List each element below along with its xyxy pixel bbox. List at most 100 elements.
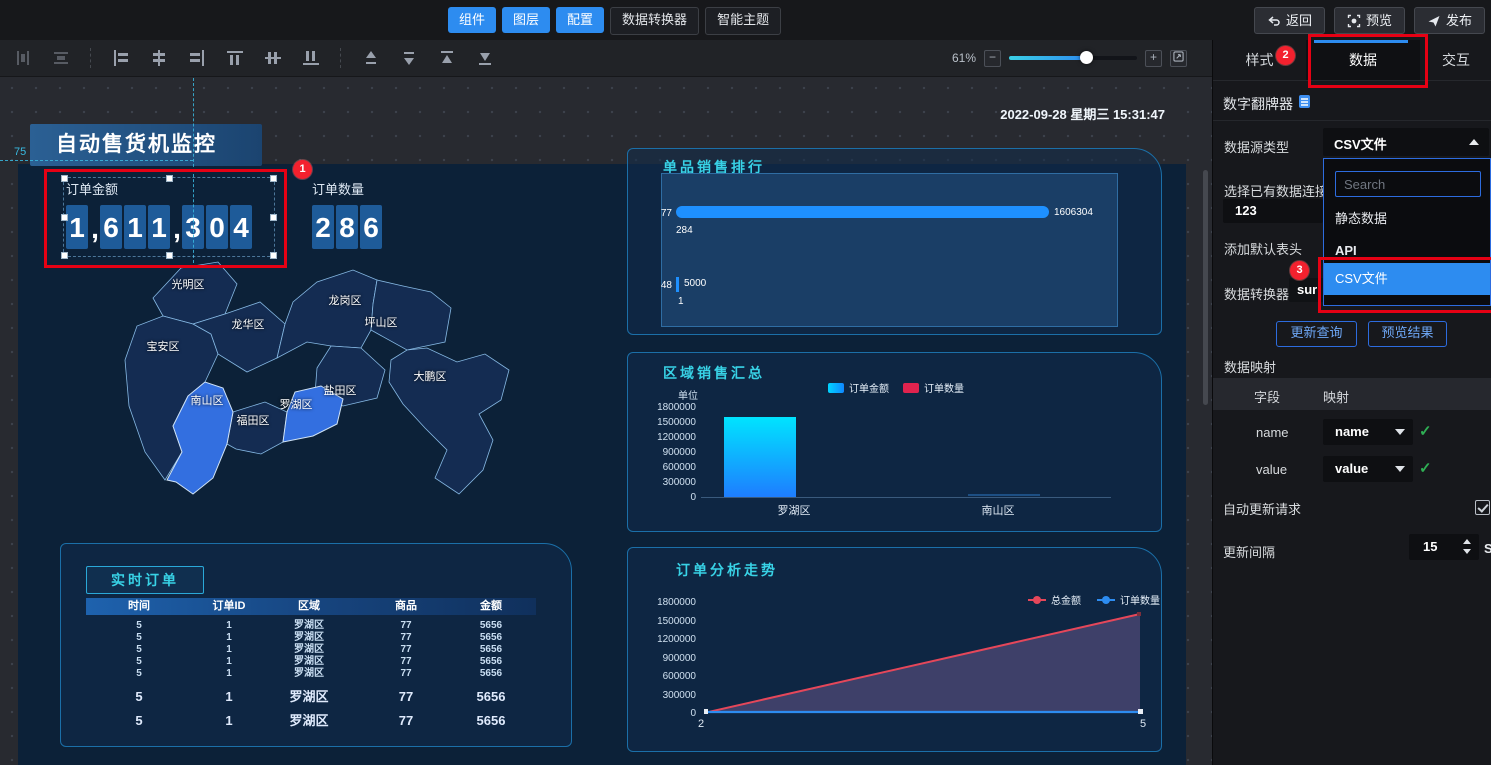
- chart3-xtick-end: 5: [1139, 718, 1147, 730]
- canvas-scrollbar[interactable]: [1203, 170, 1208, 405]
- mapping-field-value: value: [1256, 462, 1288, 477]
- distribute-vertical-icon[interactable]: [52, 49, 70, 67]
- preview-result-button[interactable]: 预览结果: [1368, 321, 1447, 347]
- selection-handle[interactable]: [270, 252, 277, 259]
- cell: 77: [400, 668, 412, 679]
- chart-panel-order-trend[interactable]: 订单分析走势 总金额 订单数量 1800000 1500000 1200000 …: [627, 547, 1162, 752]
- stepper-up-icon[interactable]: [1463, 539, 1471, 544]
- selection-handle[interactable]: [61, 252, 68, 259]
- selection-handle[interactable]: [166, 175, 173, 182]
- back-button[interactable]: 返回: [1253, 7, 1325, 34]
- col-header-order-id: 订单ID: [212, 600, 246, 612]
- district-pingshan[interactable]: [370, 279, 452, 351]
- cell: 罗湖区: [289, 689, 329, 704]
- ytick: 1800000: [657, 597, 696, 608]
- legend-item[interactable]: 总金额: [1028, 592, 1081, 607]
- chart3-xtick-start: 2: [697, 718, 705, 730]
- nav-layers-button[interactable]: 图层: [502, 7, 551, 33]
- update-query-button[interactable]: 更新查询: [1276, 321, 1357, 347]
- align-right-icon[interactable]: [188, 49, 206, 67]
- preview-button[interactable]: 预览: [1333, 7, 1405, 34]
- mapping-header: 字段 映射: [1213, 378, 1491, 410]
- district-longgang[interactable]: [276, 269, 378, 359]
- chart3-legend[interactable]: 总金额 订单数量: [1028, 592, 1160, 607]
- chart3-title: 订单分析走势: [676, 562, 778, 578]
- connection-value-field[interactable]: 123: [1223, 199, 1323, 223]
- top-actions: 返回 预览 发布: [1253, 7, 1485, 34]
- cell: 77: [398, 713, 414, 728]
- zoom-out-button[interactable]: −: [984, 49, 1002, 67]
- orders-table-widget[interactable]: 实时订单 时间 订单ID 区域 商品 金额 5 1 罗湖区 77 5656 5 1 罗湖区 7…: [60, 543, 572, 747]
- interval-stepper[interactable]: 15: [1409, 534, 1479, 560]
- nav-components-button[interactable]: 组件: [448, 7, 497, 33]
- nav-config-button[interactable]: 配置: [556, 7, 605, 33]
- shenzhen-map-widget[interactable]: 光明区 龙华区 宝安区 龙岗区 坪山区 盐田区 大鹏区 南山区 罗湖区 福田区: [55, 256, 555, 511]
- chart2-legend[interactable]: 订单金额 订单数量: [828, 380, 964, 395]
- chart3-marker: [1138, 709, 1143, 714]
- canvas-toolbar: 61% − +: [0, 40, 1212, 77]
- cell: 5: [135, 713, 143, 728]
- cell: 5656: [476, 689, 506, 704]
- align-left-icon[interactable]: [112, 49, 130, 67]
- selection-handle[interactable]: [61, 214, 68, 221]
- district-nanshan[interactable]: [166, 381, 234, 495]
- ytick: 1200000: [657, 634, 696, 645]
- selection-handle[interactable]: [270, 175, 277, 182]
- tab-data[interactable]: 数据: [1306, 40, 1420, 80]
- chart-panel-product-ranking[interactable]: 单品销售排行 1606304 77 284 5000 48 1: [627, 148, 1162, 335]
- fit-screen-button[interactable]: [1170, 49, 1188, 67]
- legend-item[interactable]: 订单数量: [903, 380, 964, 395]
- nav-smart-theme-button[interactable]: 智能主题: [705, 7, 782, 35]
- stepper-down-icon[interactable]: [1463, 549, 1471, 554]
- selection-box[interactable]: [61, 175, 277, 259]
- dropdown-option-csv[interactable]: CSV文件: [1324, 263, 1490, 295]
- distribute-horizontal-icon[interactable]: [14, 49, 32, 67]
- selection-handle[interactable]: [270, 214, 277, 221]
- mapping-valid-check-icon: [1419, 459, 1432, 477]
- mapping-title: 数据映射: [1224, 360, 1277, 375]
- align-center-icon[interactable]: [150, 49, 168, 67]
- tab-interaction[interactable]: 交互: [1420, 40, 1491, 80]
- layer-to-top-icon[interactable]: [438, 49, 456, 67]
- zoom-in-button[interactable]: +: [1145, 49, 1163, 67]
- selection-handle[interactable]: [166, 252, 173, 259]
- cell: 5656: [479, 632, 503, 643]
- align-middle-icon[interactable]: [264, 49, 282, 67]
- cell: 5656: [476, 713, 506, 728]
- file-doc-icon[interactable]: [1299, 95, 1310, 108]
- map-label: 罗湖区: [279, 399, 313, 411]
- legend-item[interactable]: 订单数量: [1097, 592, 1160, 607]
- zoom-slider-thumb[interactable]: [1080, 51, 1094, 64]
- auto-update-checkbox[interactable]: [1475, 500, 1490, 515]
- chart-panel-region-summary[interactable]: 区域销售汇总 订单金额 订单数量 单位 1800000 1500000 1200…: [627, 352, 1162, 532]
- cell: 77: [398, 689, 414, 704]
- source-type-select[interactable]: CSV文件: [1323, 128, 1489, 156]
- dropdown-option-api[interactable]: API: [1324, 237, 1490, 265]
- district-luohu[interactable]: [282, 385, 344, 443]
- cell: 5656: [479, 644, 503, 655]
- publish-button[interactable]: 发布: [1413, 7, 1485, 34]
- auto-update-label: 自动更新请求: [1223, 502, 1302, 517]
- layer-to-bottom-icon[interactable]: [476, 49, 494, 67]
- district-dapeng[interactable]: [388, 347, 510, 495]
- align-bottom-icon[interactable]: [302, 49, 320, 67]
- nav-data-transformer-button[interactable]: 数据转换器: [610, 7, 700, 35]
- district-futian[interactable]: [226, 401, 288, 455]
- selection-handle[interactable]: [61, 175, 68, 182]
- align-top-icon[interactable]: [226, 49, 244, 67]
- legend-item[interactable]: 订单金额: [828, 380, 889, 395]
- zoom-slider[interactable]: [1009, 51, 1138, 64]
- dashboard-title-widget[interactable]: 自动售货机监控: [30, 124, 262, 166]
- dropdown-option-static[interactable]: 静态数据: [1324, 205, 1490, 233]
- cell: 1: [226, 668, 232, 679]
- tab-style[interactable]: 样式: [1213, 40, 1306, 80]
- mapping-select-name[interactable]: name: [1323, 419, 1413, 445]
- chart1-cat-2: 48: [660, 280, 672, 291]
- chart3-marker: [704, 709, 708, 714]
- layer-up-icon[interactable]: [362, 49, 380, 67]
- dropdown-search-input[interactable]: [1335, 171, 1481, 197]
- mapping-select-value[interactable]: value: [1323, 456, 1413, 482]
- layer-down-icon[interactable]: [400, 49, 418, 67]
